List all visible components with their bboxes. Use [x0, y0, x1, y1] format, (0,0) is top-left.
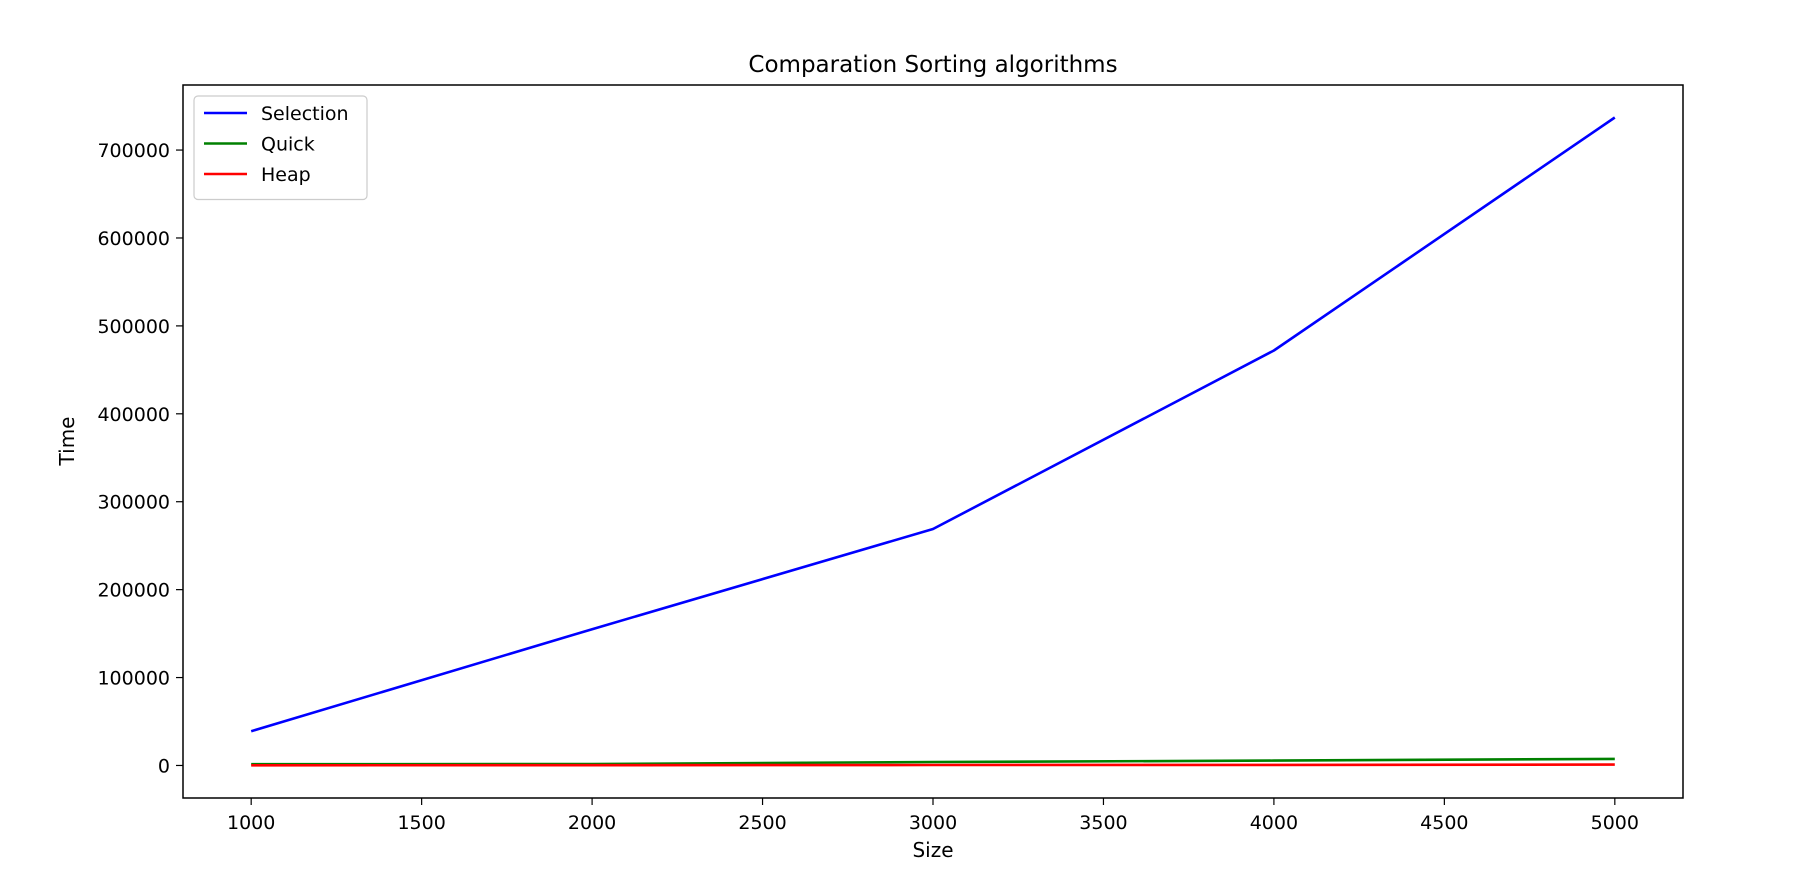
y-tick-label: 600000: [97, 228, 170, 250]
legend-label-heap: Heap: [261, 164, 311, 186]
y-tick-label: 200000: [97, 580, 170, 602]
series-line-selection: [250, 116, 1616, 733]
x-tick-label: 3000: [909, 812, 957, 834]
y-tick-label: 500000: [97, 316, 170, 338]
series-line-quick: [251, 757, 1615, 766]
x-tick-label: 2000: [568, 812, 616, 834]
x-axis-label: Size: [912, 838, 953, 862]
plot-frame: [182, 84, 1684, 799]
y-tick-label: 400000: [97, 404, 170, 426]
y-tick-label: 0: [158, 755, 170, 777]
y-tick-label: 100000: [97, 668, 170, 690]
y-tick-label: 700000: [97, 140, 170, 162]
x-tick-label: 5000: [1591, 812, 1639, 834]
y-tick-label: 300000: [97, 492, 170, 514]
x-tick-label: 2500: [738, 812, 786, 834]
x-tick-label: 1500: [397, 812, 445, 834]
x-axis: 1000 1500 2000 2500 3000 3500 4000 4500 5000: [227, 798, 1639, 834]
x-tick-label: 4000: [1250, 812, 1298, 834]
legend-label-selection: Selection: [261, 103, 349, 125]
x-tick-label: 4500: [1420, 812, 1468, 834]
y-axis-label: Time: [55, 417, 79, 467]
x-tick-label: 3500: [1079, 812, 1127, 834]
legend-label-quick: Quick: [261, 134, 315, 156]
y-axis: 0 100000 200000 300000 400000 500000 600000 700…: [97, 140, 183, 777]
chart-title: Comparation Sorting algorithms: [748, 52, 1117, 78]
legend: Selection Quick Heap: [193, 95, 368, 201]
series-line-heap: [251, 763, 1615, 767]
plot-lines: [250, 116, 1616, 767]
x-tick-label: 1000: [227, 812, 275, 834]
